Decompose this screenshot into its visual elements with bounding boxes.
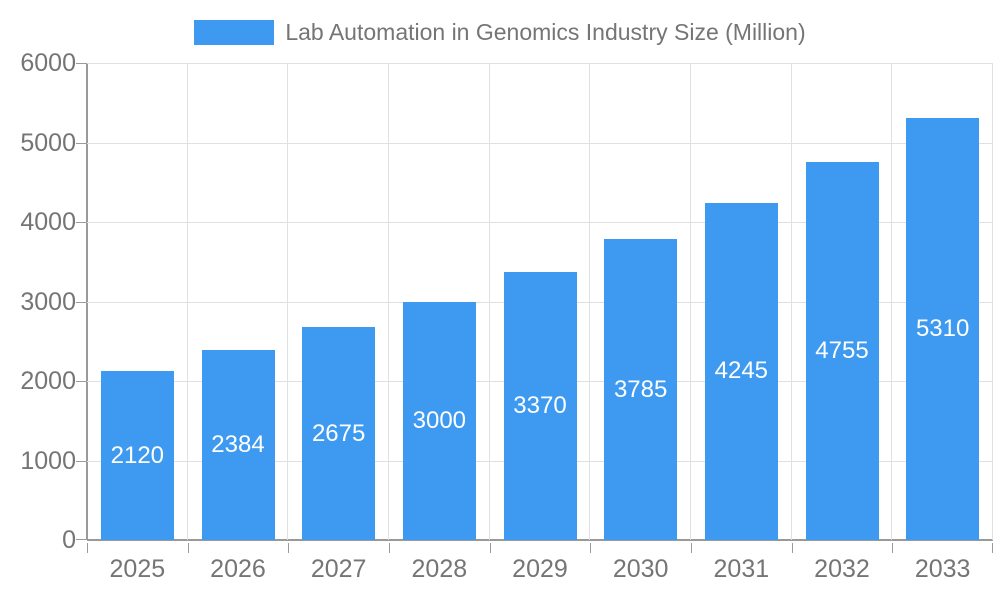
y-tick: [76, 142, 86, 144]
bar-value-label: 3370: [513, 392, 567, 420]
x-tick: [691, 543, 692, 553]
legend[interactable]: Lab Automation in Genomics Industry Size…: [0, 19, 1000, 46]
bar[interactable]: 2120: [100, 371, 174, 540]
y-tick: [76, 301, 86, 303]
bar[interactable]: 2384: [201, 350, 275, 540]
bar-value-label: 4755: [815, 336, 869, 364]
legend-swatch: [194, 20, 275, 45]
v-gridline: [589, 63, 591, 540]
y-tick: [76, 460, 86, 462]
x-tick-label: 2030: [612, 555, 669, 583]
h-gridline: [87, 63, 993, 64]
h-gridline: [87, 222, 993, 223]
bar-value-label: 3000: [412, 406, 467, 434]
v-gridline: [287, 63, 289, 540]
y-tick-label: 3000: [20, 287, 76, 316]
v-gridline: [488, 63, 490, 540]
y-tick-label: 4000: [20, 208, 76, 236]
x-tick-label: 2028: [411, 555, 468, 583]
x-tick-label: 2026: [210, 555, 266, 583]
y-tick: [76, 539, 86, 540]
v-gridline: [891, 63, 893, 540]
bar-value-label: 2675: [311, 419, 366, 447]
x-tick: [389, 543, 390, 553]
y-tick: [76, 63, 86, 64]
h-gridline: [87, 142, 993, 144]
v-gridline: [690, 63, 691, 540]
x-tick: [992, 543, 993, 553]
x-tick-label: 2025: [109, 555, 166, 583]
y-tick-label: 0: [62, 526, 76, 554]
bar[interactable]: 4245: [704, 202, 778, 540]
y-tick-label: 5000: [20, 128, 76, 157]
x-tick: [87, 543, 88, 553]
x-tick: [791, 543, 793, 553]
x-tick-label: 2031: [713, 555, 770, 583]
v-gridline: [186, 63, 188, 540]
x-tick-label: 2033: [914, 555, 971, 583]
y-tick: [76, 222, 86, 223]
x-tick: [892, 543, 894, 553]
bar[interactable]: 5310: [906, 117, 980, 540]
y-tick: [76, 381, 86, 382]
y-tick-label: 6000: [20, 49, 76, 77]
y-tick-label: 1000: [20, 446, 76, 475]
x-tick: [187, 543, 189, 553]
legend-label: Lab Automation in Genomics Industry Size…: [285, 19, 806, 45]
plot-area: 2120 2384 2675 3000 3370 3785 4245 4755 5310: [76, 63, 993, 553]
v-gridline: [992, 63, 993, 540]
bar[interactable]: 3370: [503, 272, 577, 540]
v-gridline: [388, 63, 389, 540]
bar-value-label: 4245: [714, 357, 769, 385]
x-tick: [590, 543, 592, 553]
bar-value-label: 2120: [110, 441, 165, 469]
bar[interactable]: 3000: [402, 301, 476, 540]
bar[interactable]: 2675: [302, 327, 376, 540]
y-tick-label: 2000: [20, 367, 76, 395]
v-gridline: [790, 63, 792, 540]
bar[interactable]: 4755: [805, 161, 879, 540]
bar[interactable]: 3785: [604, 239, 678, 540]
bar-value-label: 3785: [613, 375, 668, 403]
x-tick-label: 2027: [310, 555, 367, 583]
x-tick: [489, 543, 491, 553]
x-tick: [288, 543, 290, 553]
bar-value-label: 2384: [211, 431, 265, 459]
x-axis-line: [87, 539, 993, 541]
x-tick-label: 2029: [512, 555, 568, 583]
x-tick-label: 2032: [814, 555, 870, 583]
bar-value-label: 5310: [915, 314, 970, 342]
